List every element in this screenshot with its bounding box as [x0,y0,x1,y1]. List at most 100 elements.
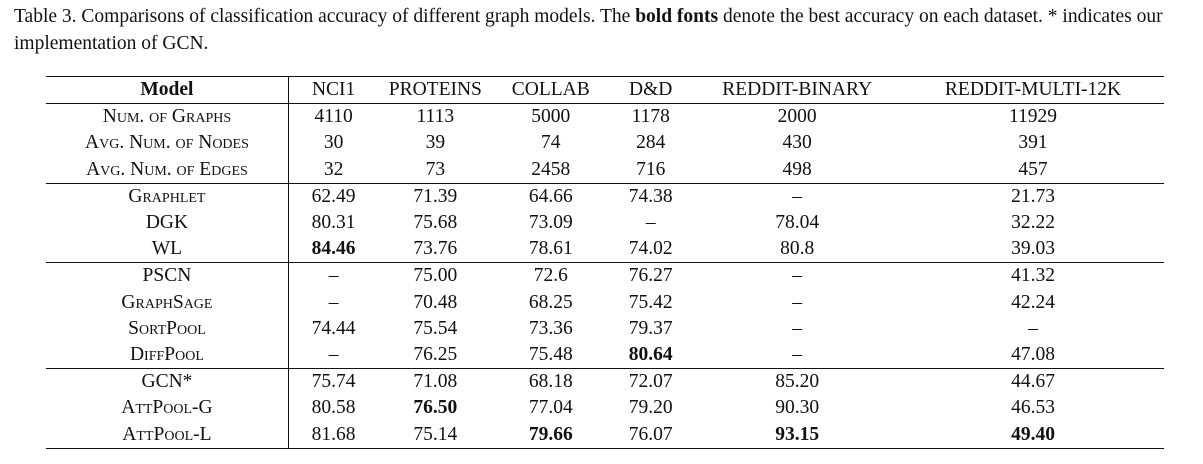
cell: 72.07 [628,371,673,393]
table-row: SortPool 74.44 75.54 73.36 79.37 – – [46,315,1164,342]
cell: 46.53 [1011,397,1055,419]
cell: 41.32 [1011,265,1055,287]
cell: – [792,185,802,207]
table-row: WL 84.46 73.76 78.61 74.02 80.8 39.03 [46,236,1164,263]
cell: 5000 [531,106,571,128]
cell: 21.73 [1011,185,1055,207]
row-label: SortPool [46,315,289,342]
cell: 716 [636,158,666,180]
table-row: Graphlet 62.49 71.39 64.66 74.38 – 21.73 [46,183,1164,210]
header-dd: D&D [629,79,673,101]
cell: 75.74 [311,371,356,393]
cell: 30 [323,132,344,154]
cell: 498 [782,158,812,180]
cell: 72.6 [533,265,568,287]
cell: – [1028,317,1038,339]
cell: 1178 [631,106,670,128]
cell: 74.02 [628,238,673,260]
cell: 64.66 [528,185,573,207]
cell: 74.38 [628,185,673,207]
cell: 68.25 [528,291,573,313]
row-label: Avg. Num. of Nodes [46,130,289,157]
cell: 76.27 [628,265,673,287]
cell: 73.09 [528,212,573,234]
cell: 78.04 [775,212,820,234]
row-label: PSCN [46,262,289,290]
cell: 2000 [777,106,817,128]
cell-best: 93.15 [775,423,820,445]
header-model: Model [46,76,289,104]
cell: 39.03 [1011,238,1055,260]
cell: 391 [1018,132,1048,154]
cell: 81.68 [311,423,356,445]
header-nci1: NCI1 [311,79,356,101]
cell: 2458 [531,158,571,180]
cell: 44.67 [1011,371,1055,393]
header-row: Model NCI1 PROTEINS COLLAB D&D REDDIT-BI… [46,76,1164,104]
table-row: AttPool-L 81.68 75.14 79.66 76.07 93.15 … [46,421,1164,449]
row-label: Avg. Num. of Edges [46,156,289,184]
cell: 78.61 [528,238,573,260]
cell: 47.08 [1011,343,1055,365]
table-row: Avg. Num. of Nodes 30 39 74 284 430 391 [46,130,1164,157]
cell: 39 [425,132,446,154]
cell: 430 [782,132,812,154]
cell: 80.8 [780,238,815,260]
row-label: AttPool-G [46,395,289,422]
cell: 284 [636,132,666,154]
cell: 71.39 [413,185,458,207]
row-label: WL [46,236,289,263]
table-row: DiffPool – 76.25 75.48 80.64 – 47.08 [46,341,1164,369]
cell: 70.48 [413,291,458,313]
cell: 11929 [1009,106,1058,128]
caption-bold: bold fonts [635,6,719,27]
cell: 76.07 [628,423,673,445]
cell: 73.36 [528,317,573,339]
cell: 73.76 [413,238,458,260]
cell: 80.31 [311,212,356,234]
row-label: AttPool-L [46,421,289,449]
cell: 32 [323,158,344,180]
cell: 32.22 [1011,212,1055,234]
results-table-wrapper: Model NCI1 PROTEINS COLLAB D&D REDDIT-BI… [46,76,1164,449]
row-label: GraphSage [46,289,289,316]
cell: 71.08 [413,371,458,393]
cell: 75.54 [413,317,458,339]
cell: 4110 [314,106,353,128]
table-row: GraphSage – 70.48 68.25 75.42 – 42.24 [46,289,1164,316]
table-row: PSCN – 75.00 72.6 76.27 – 41.32 [46,262,1164,290]
table-row: AttPool-G 80.58 76.50 77.04 79.20 90.30 … [46,395,1164,422]
cell: 1113 [416,106,455,128]
table-row: Avg. Num. of Edges 32 73 2458 716 498 45… [46,156,1164,184]
cell: 62.49 [311,185,356,207]
cell: – [328,343,339,365]
header-proteins: PROTEINS [388,79,482,101]
cell: 75.48 [528,343,573,365]
cell-best: 76.50 [413,397,458,419]
cell: 74 [541,132,561,154]
header-collab: COLLAB [511,79,590,101]
row-label: Graphlet [46,183,289,210]
cell: – [328,265,339,287]
table-row: GCN* 75.74 71.08 68.18 72.07 85.20 44.67 [46,368,1164,396]
row-label: GCN* [46,368,289,396]
cell: – [645,212,656,234]
caption-suffix: denote the best accuracy on each dataset… [14,6,1163,54]
cell: 79.20 [628,397,673,419]
row-label: Num. of Graphs [46,103,289,131]
header-reddit-binary: REDDIT-BINARY [722,79,873,101]
table-row: DGK 80.31 75.68 73.09 – 78.04 32.22 [46,209,1164,237]
table-row: Num. of Graphs 4110 1113 5000 1178 2000 … [46,103,1164,131]
cell: 75.00 [413,265,458,287]
cell: – [792,265,802,287]
cell: 77.04 [528,397,573,419]
cell: – [792,291,802,313]
cell: 75.68 [413,212,458,234]
cell: – [328,291,339,313]
cell: 73 [425,158,446,180]
results-table: Model NCI1 PROTEINS COLLAB D&D REDDIT-BI… [46,76,1164,449]
cell: 80.58 [311,397,356,419]
cell: 457 [1018,158,1048,180]
row-label: DGK [46,209,289,237]
header-reddit-multi: REDDIT-MULTI-12K [944,79,1122,101]
